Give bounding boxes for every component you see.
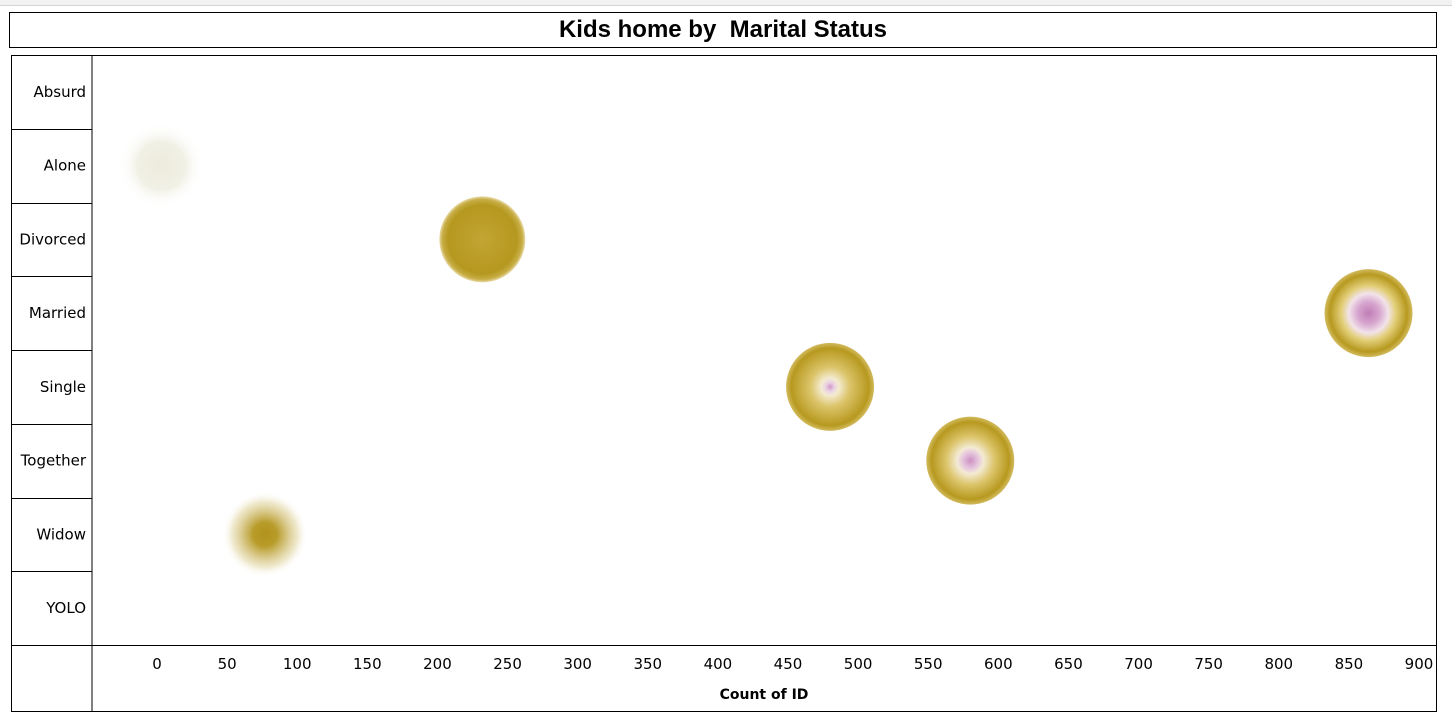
category-grid xyxy=(11,55,1437,712)
category-label-yolo: YOLO xyxy=(45,599,86,617)
data-point-alone xyxy=(118,122,205,209)
x-tick-label: 450 xyxy=(774,655,803,673)
x-tick-label: 0 xyxy=(152,655,162,673)
x-tick-label: 100 xyxy=(283,655,312,673)
window-top-strip xyxy=(0,0,1452,6)
data-point-together xyxy=(926,416,1015,505)
chart-title-box: Kids home by Marital Status xyxy=(9,12,1437,48)
category-label-alone: Alone xyxy=(44,157,86,175)
category-label-absurd: Absurd xyxy=(33,83,86,101)
category-label-married: Married xyxy=(29,304,86,322)
x-tick-label: 200 xyxy=(423,655,452,673)
x-tick-label: 850 xyxy=(1335,655,1364,673)
data-point-single xyxy=(786,342,875,431)
x-tick-labels: 0 50 100 150 200 250 300 350 400 450 500 550 600 650 7… xyxy=(152,655,1433,673)
category-label-widow: Widow xyxy=(36,525,86,543)
x-tick-label: 700 xyxy=(1124,655,1153,673)
x-tick-label: 350 xyxy=(633,655,662,673)
data-point-widow xyxy=(221,491,308,578)
x-tick-label: 300 xyxy=(563,655,592,673)
category-label-divorced: Divorced xyxy=(19,230,86,248)
data-point-divorced xyxy=(439,196,526,283)
chart-title: Kids home by Marital Status xyxy=(558,16,888,43)
x-tick-label: 550 xyxy=(914,655,943,673)
x-axis-title: Count of ID xyxy=(720,687,809,703)
x-tick-label: 150 xyxy=(353,655,382,673)
x-tick-label: 500 xyxy=(844,655,873,673)
data-point-married xyxy=(1324,269,1413,358)
x-tick-label: 50 xyxy=(218,655,237,673)
x-tick-label: 600 xyxy=(984,655,1013,673)
category-labels: Absurd Alone Divorced Married Single Together… xyxy=(19,83,86,617)
x-tick-label: 900 xyxy=(1405,655,1434,673)
x-tick-label: 800 xyxy=(1264,655,1293,673)
x-tick-label: 250 xyxy=(493,655,522,673)
category-label-single: Single xyxy=(40,378,86,396)
chart-area xyxy=(11,55,1437,712)
x-tick-label: 400 xyxy=(704,655,733,673)
x-tick-label: 750 xyxy=(1194,655,1223,673)
data-points xyxy=(118,122,1413,578)
category-label-together: Together xyxy=(20,452,87,470)
x-tick-label: 650 xyxy=(1054,655,1083,673)
